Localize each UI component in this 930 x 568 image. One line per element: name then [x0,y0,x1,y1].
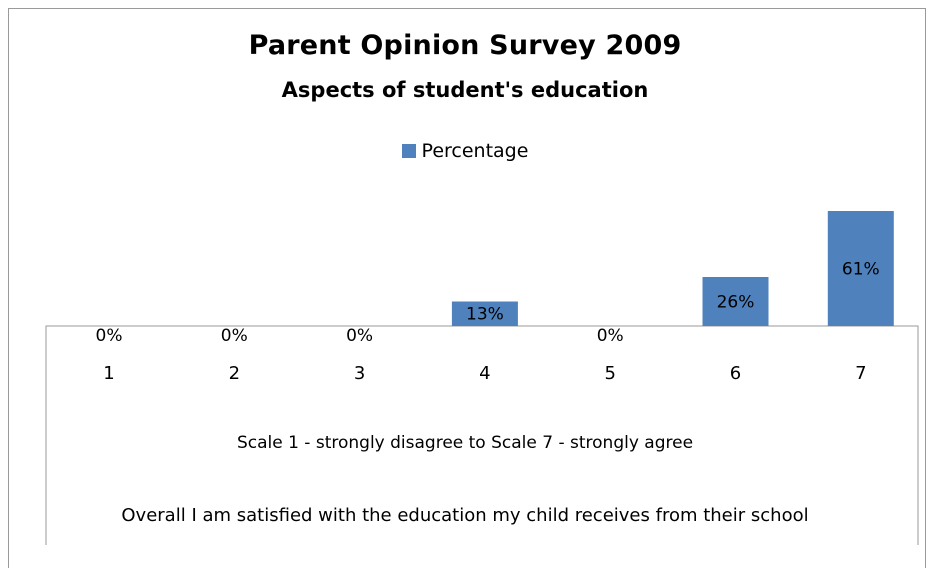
x-tick-label-6: 6 [730,363,741,384]
x-tick-label-7: 7 [855,363,866,384]
legend-label: Percentage [421,140,529,162]
survey-question: Overall I am satisfied with the educatio… [121,505,809,526]
x-tick-label-3: 3 [354,363,365,384]
data-label-6: 26% [717,293,755,313]
x-axis-title: Scale 1 - strongly disagree to Scale 7 -… [236,433,694,453]
bar-6 [702,277,769,326]
legend-swatch [401,144,416,158]
legend: Percentage [0,140,930,162]
bar-7 [827,211,894,326]
data-label-1: 0% [96,326,123,346]
chart-frame [8,8,926,568]
x-tick-label-5: 5 [604,363,615,384]
data-label-4: 13% [466,305,504,325]
chart-title: Parent Opinion Survey 2009 [248,30,682,61]
data-label-5: 0% [597,326,624,346]
bar-4 [451,301,518,326]
data-label-3: 0% [346,326,373,346]
x-tick-label-1: 1 [103,363,114,384]
chart-subtitle: Aspects of student's education [281,78,649,102]
x-tick-label-2: 2 [229,363,240,384]
data-label-7: 61% [842,260,880,280]
data-label-2: 0% [221,326,248,346]
x-tick-label-4: 4 [479,363,490,384]
